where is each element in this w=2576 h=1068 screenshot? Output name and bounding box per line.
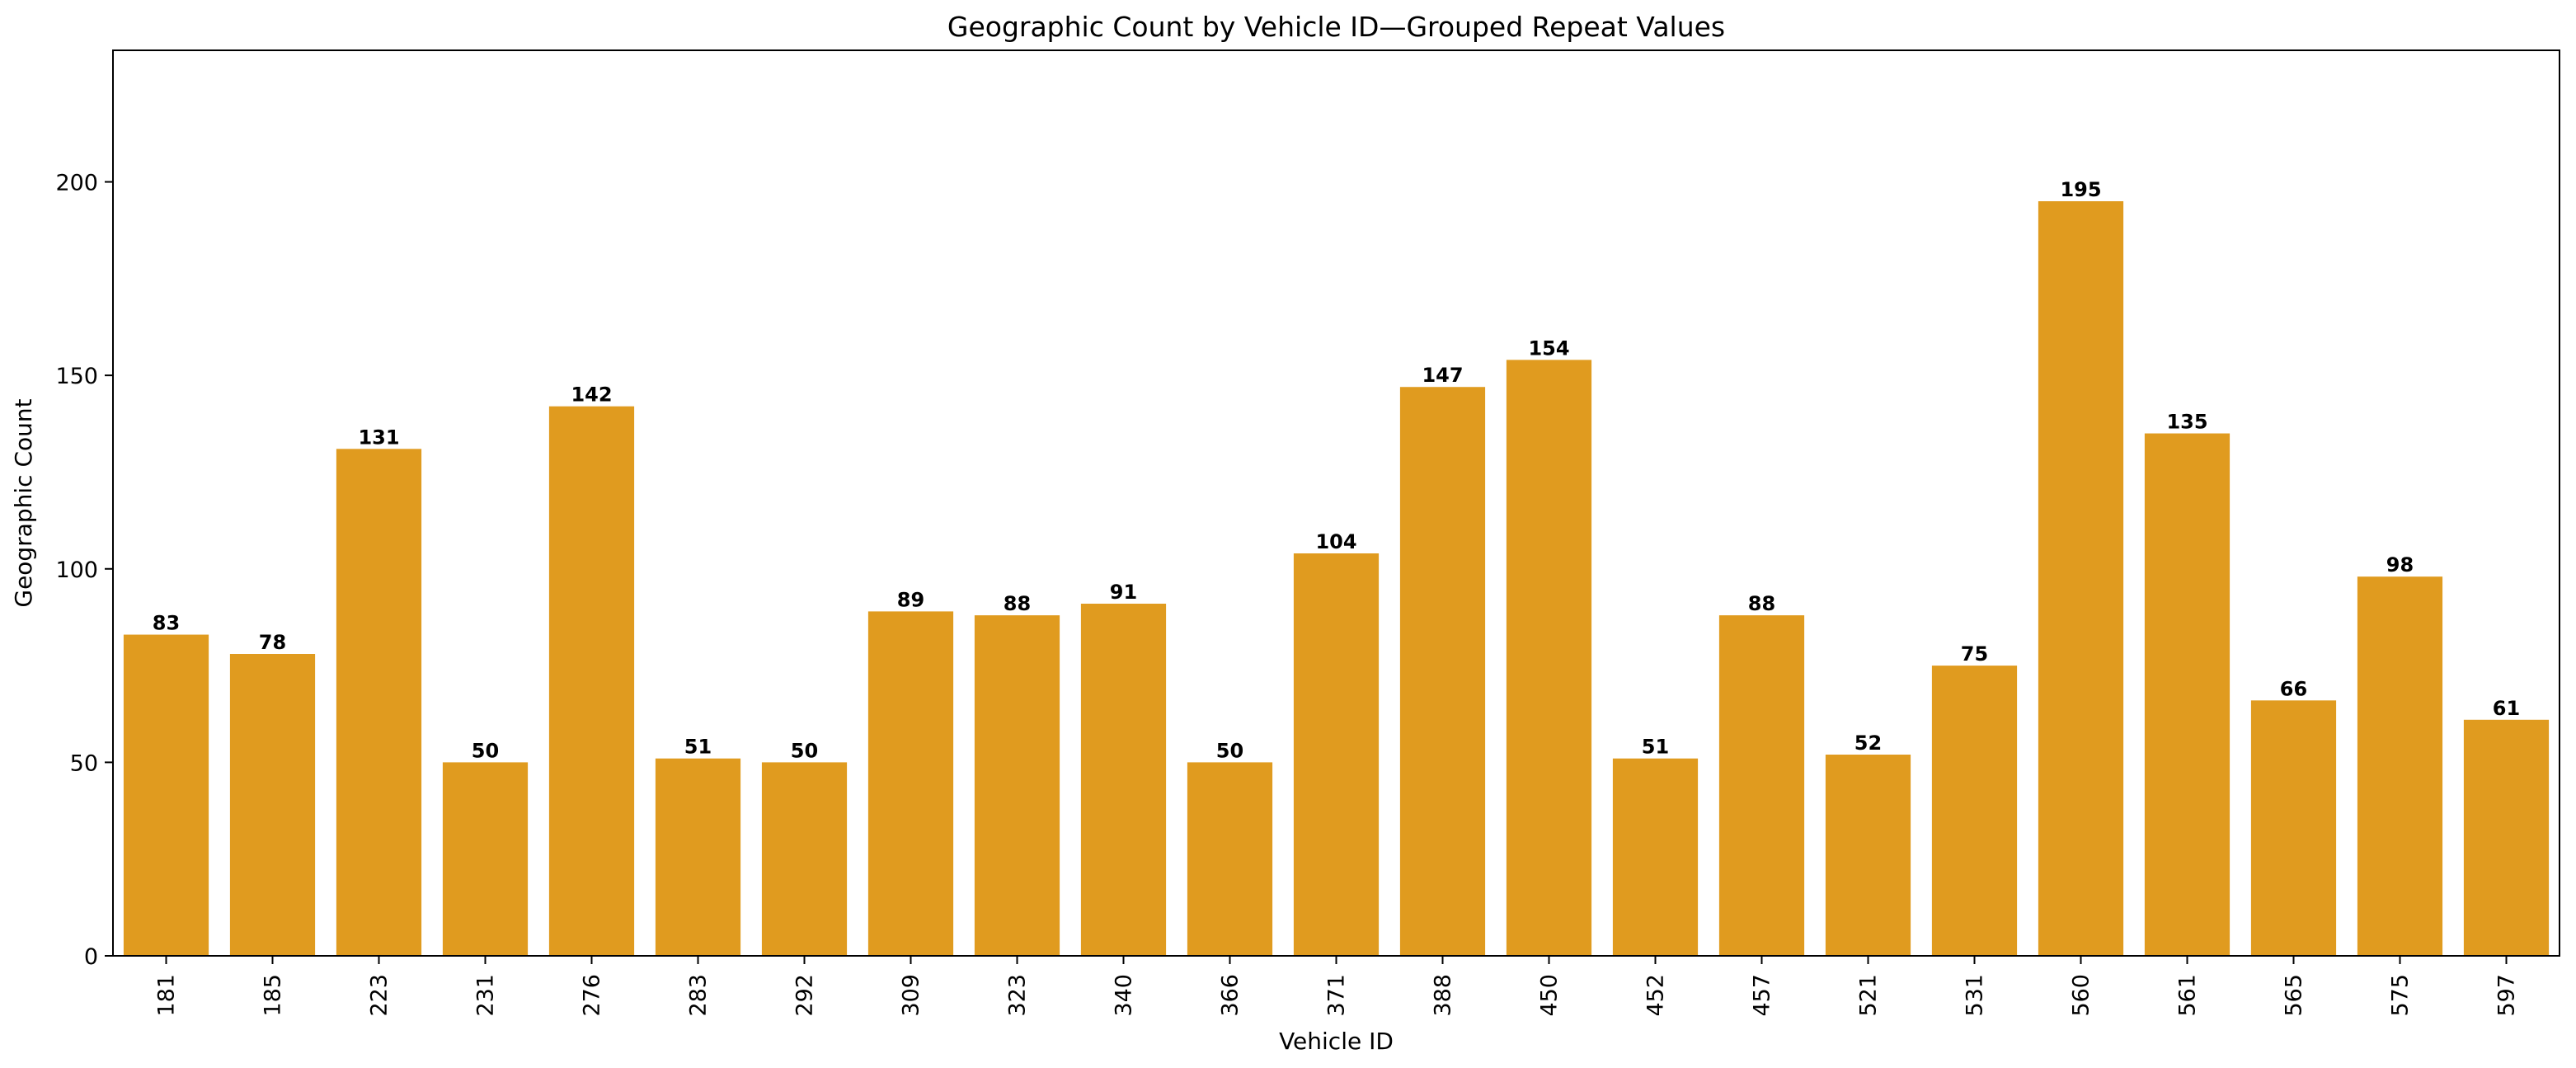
bar-value-label: 98: [2386, 553, 2414, 576]
y-axis-label: Geographic Count: [10, 398, 37, 607]
bar: [548, 406, 635, 956]
bar-labels-group: 83 78 131 50 142 51 50 89 88 91 50 104 147 154 51 88 52 7…: [153, 178, 2520, 762]
bar: [1506, 360, 1592, 956]
y-tick-label: 50: [70, 750, 98, 776]
x-tick-label: 457: [1750, 974, 1775, 1017]
x-tick-label: 371: [1324, 974, 1350, 1017]
x-tick-label: 231: [473, 974, 499, 1017]
y-tick-label: 100: [55, 558, 98, 583]
x-tick-label: 366: [1218, 974, 1243, 1017]
x-tick-label: 521: [1856, 974, 1882, 1017]
bar-value-label: 75: [1961, 642, 1988, 666]
bar: [1293, 553, 1380, 956]
bar-value-label: 50: [1216, 739, 1243, 762]
x-tick-label: 323: [1005, 974, 1031, 1017]
bar-value-label: 147: [1422, 364, 1463, 387]
bar: [761, 762, 848, 956]
bar-value-label: 88: [1004, 592, 1031, 615]
x-tick-label: 276: [580, 974, 605, 1017]
bar: [123, 634, 209, 956]
bar: [655, 758, 741, 956]
x-tick-label: 388: [1431, 974, 1456, 1017]
bar: [1399, 387, 1486, 956]
chart-title: Geographic Count by Vehicle ID—Grouped R…: [947, 11, 1725, 43]
y-axis-ticks: 0 50 100 150 200: [55, 171, 113, 970]
bar-value-label: 50: [472, 739, 499, 762]
bar: [2250, 700, 2337, 956]
bar: [1718, 615, 1805, 956]
x-tick-label: 450: [1537, 974, 1563, 1017]
bar-value-label: 50: [791, 739, 818, 762]
bar-value-label: 195: [2060, 178, 2101, 201]
bar: [336, 449, 422, 956]
bar-value-label: 83: [153, 612, 180, 635]
x-tick-label: 560: [2069, 974, 2094, 1017]
bar-value-label: 91: [1110, 581, 1137, 604]
bar-value-label: 66: [2280, 677, 2307, 700]
x-tick-label: 452: [1643, 974, 1669, 1017]
bar-value-label: 52: [1854, 732, 1882, 755]
x-tick-label: 223: [367, 974, 393, 1017]
bar: [229, 654, 316, 956]
x-axis-label: Vehicle ID: [1279, 1028, 1394, 1055]
bar-value-label: 104: [1315, 530, 1356, 553]
x-tick-label: 283: [686, 974, 712, 1017]
plot-frame: [112, 49, 2560, 957]
bar-value-label: 51: [684, 736, 712, 759]
bar-value-label: 78: [259, 631, 286, 654]
bar-value-label: 154: [1528, 336, 1569, 360]
x-tick-label: 309: [899, 974, 924, 1017]
bar: [2463, 719, 2550, 956]
x-tick-label: 292: [792, 974, 818, 1017]
bars-group: [123, 201, 2550, 956]
bar: [1612, 758, 1699, 956]
bar-value-label: 61: [2493, 697, 2520, 720]
bar-value-label: 135: [2166, 411, 2207, 434]
bar-value-label: 89: [897, 588, 924, 611]
bar-value-label: 142: [571, 383, 612, 407]
x-axis-ticks: 181 185 223 231 276 283 292 309 323 340 366 371 388 4…: [154, 956, 2520, 1017]
bar: [2038, 201, 2124, 956]
bar: [1187, 762, 1273, 956]
bar-value-label: 51: [1642, 736, 1669, 759]
y-tick-label: 150: [55, 364, 98, 389]
bar: [1080, 604, 1167, 956]
x-tick-label: 340: [1112, 974, 1137, 1017]
x-tick-label: 181: [154, 974, 180, 1017]
x-tick-label: 575: [2388, 974, 2414, 1017]
bar: [2357, 576, 2443, 956]
x-tick-label: 561: [2175, 974, 2201, 1017]
x-tick-label: 565: [2282, 974, 2307, 1017]
bar: [2144, 433, 2230, 956]
bar-value-label: 88: [1748, 592, 1775, 615]
y-tick-label: 0: [84, 944, 98, 970]
x-tick-label: 597: [2494, 974, 2520, 1017]
bar-value-label: 131: [358, 426, 399, 449]
bar: [867, 611, 954, 956]
x-tick-label: 531: [1963, 974, 1988, 1017]
bar: [1825, 755, 1911, 956]
bar: [1931, 666, 2018, 956]
bar: [974, 615, 1060, 956]
bar: [442, 762, 529, 956]
y-tick-label: 200: [55, 171, 98, 196]
x-tick-label: 185: [261, 974, 286, 1017]
